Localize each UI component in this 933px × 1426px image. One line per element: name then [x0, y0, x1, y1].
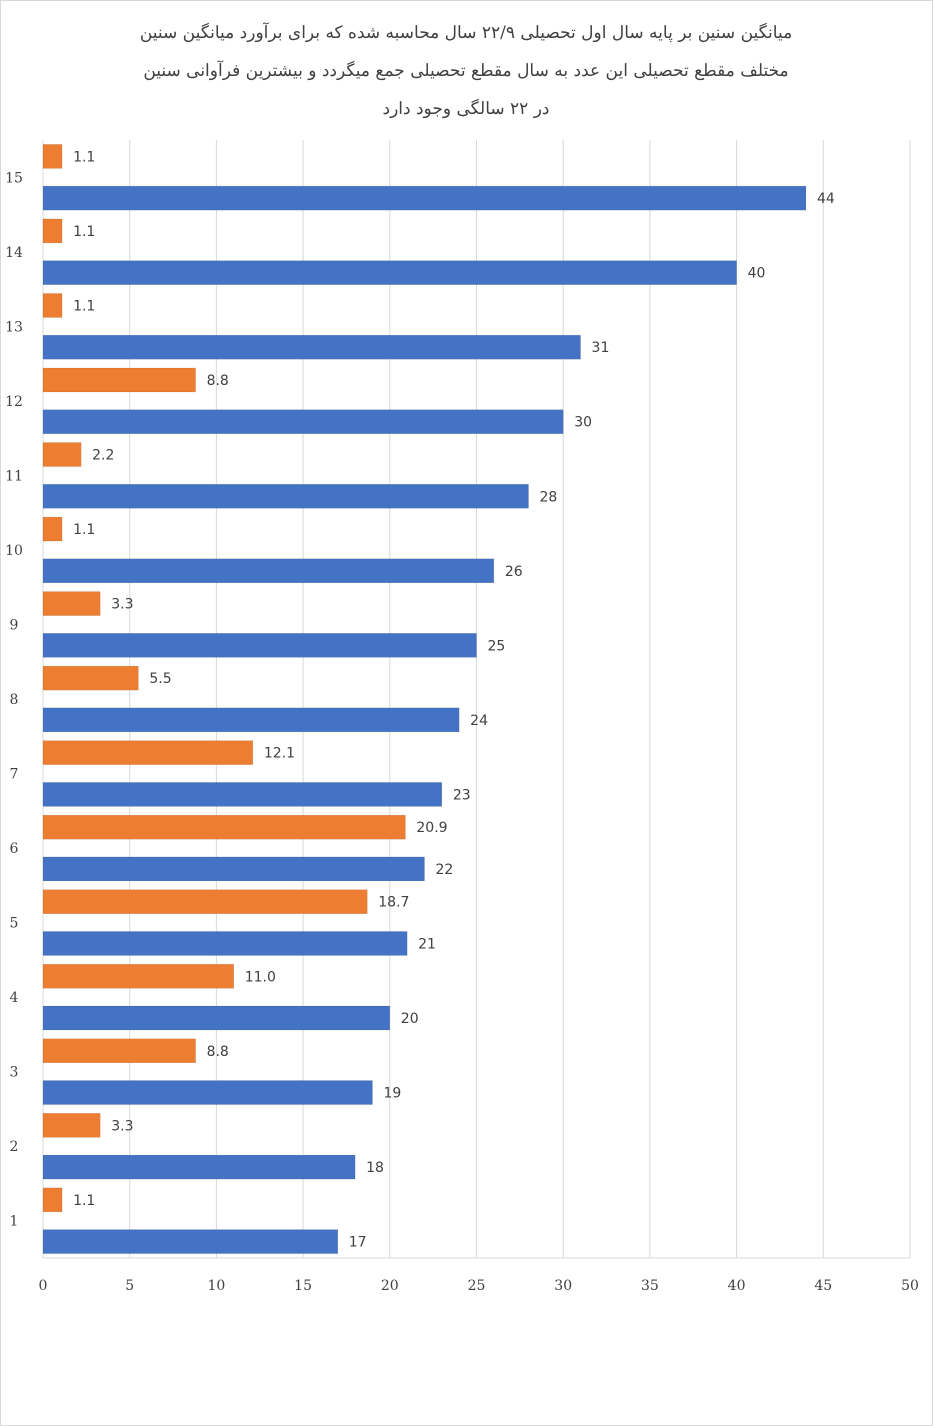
- bar-blue: [42, 856, 425, 882]
- y-tick-label: 11: [5, 468, 23, 484]
- bar-orange: [42, 144, 63, 169]
- bar-blue: [42, 633, 477, 658]
- data-label: 22: [435, 862, 453, 878]
- data-label: 31: [592, 340, 610, 356]
- x-tick-label: 15: [294, 1278, 312, 1294]
- y-tick-label: 15: [5, 170, 23, 186]
- bar-orange: [42, 740, 254, 765]
- bar-blue: [42, 484, 529, 509]
- chart-title-line-2: مختلف مقطع تحصیلی این عدد به سال مقطع تح…: [143, 61, 789, 81]
- bar-orange: [42, 889, 368, 914]
- bar-blue: [42, 185, 807, 211]
- data-label: 1.1: [73, 298, 95, 314]
- data-label: 1.1: [73, 224, 95, 240]
- bar-orange: [42, 665, 139, 691]
- y-tick-label: 1: [10, 1214, 19, 1230]
- bar-orange: [42, 293, 63, 318]
- data-label: 3.3: [111, 1118, 133, 1134]
- x-tick-label: 20: [381, 1278, 399, 1294]
- bar-orange: [42, 814, 406, 840]
- bar-blue: [42, 1154, 356, 1180]
- y-tick-label: 4: [10, 990, 19, 1006]
- bar-orange: [42, 367, 196, 393]
- data-label: 17: [349, 1235, 367, 1251]
- x-tick-label: 35: [641, 1278, 659, 1294]
- data-label: 8.8: [207, 1044, 229, 1060]
- data-label: 23: [453, 787, 471, 803]
- data-label: 19: [383, 1086, 401, 1102]
- y-tick-label: 10: [5, 543, 23, 559]
- x-tick-label: 40: [728, 1278, 746, 1294]
- bar-blue: [42, 1229, 339, 1254]
- y-tick-label: 5: [10, 916, 19, 932]
- data-label: 25: [488, 638, 506, 654]
- data-label: 3.3: [111, 597, 133, 613]
- bar-blue: [42, 558, 495, 584]
- bar-blue: [42, 334, 581, 360]
- bar-orange: [42, 964, 234, 989]
- chart-title-line-1: میانگین سنین بر پایه سال اول تحصیلی ۲۲/۹…: [139, 23, 793, 43]
- x-tick-label: 45: [814, 1278, 832, 1294]
- data-label: 20.9: [416, 820, 447, 836]
- y-tick-label: 9: [10, 617, 19, 633]
- data-label: 1.1: [73, 149, 95, 165]
- x-tick-label: 5: [125, 1278, 134, 1294]
- y-tick-label: 14: [5, 245, 23, 261]
- data-label: 5.5: [149, 671, 171, 687]
- y-tick-label: 7: [10, 767, 19, 783]
- data-label: 1.1: [73, 1193, 95, 1209]
- data-label: 8.8: [207, 373, 229, 389]
- y-tick-label: 3: [10, 1065, 19, 1081]
- data-label: 2.2: [92, 448, 114, 464]
- data-label: 21: [418, 936, 436, 952]
- y-tick-label: 6: [10, 841, 19, 857]
- data-label: 28: [540, 489, 558, 505]
- data-label: 30: [574, 415, 592, 431]
- data-label: 40: [748, 266, 766, 282]
- data-label: 44: [817, 191, 835, 207]
- bar-blue: [42, 931, 408, 956]
- bar-orange: [42, 1038, 196, 1064]
- y-tick-label: 13: [5, 319, 23, 335]
- x-tick-label: 10: [207, 1278, 225, 1294]
- bar-blue: [42, 1080, 373, 1105]
- data-label: 24: [470, 713, 488, 729]
- bar-blue: [42, 260, 737, 285]
- x-tick-label: 0: [39, 1278, 48, 1294]
- bar-orange: [42, 218, 63, 244]
- data-label: 1.1: [73, 522, 95, 538]
- bar-orange: [42, 442, 82, 467]
- data-label: 12.1: [264, 746, 295, 762]
- bar-blue: [42, 1005, 391, 1031]
- bar-blue: [42, 782, 443, 807]
- bar-orange: [42, 516, 63, 542]
- y-tick-label: 2: [10, 1139, 19, 1155]
- x-tick-label: 25: [468, 1278, 486, 1294]
- bar-blue: [42, 409, 564, 434]
- x-tick-label: 30: [554, 1278, 572, 1294]
- data-label: 26: [505, 564, 523, 580]
- data-label: 20: [401, 1011, 419, 1027]
- bar-orange: [42, 1113, 101, 1138]
- chart-title-line-3: در ۲۲ سالگی وجود دارد: [382, 99, 550, 119]
- data-label: 18: [366, 1160, 384, 1176]
- y-tick-label: 12: [5, 394, 23, 410]
- bar-orange: [42, 591, 101, 616]
- data-label: 18.7: [378, 895, 409, 911]
- bar-orange: [42, 1187, 63, 1213]
- data-label: 11.0: [245, 969, 276, 985]
- x-tick-label: 50: [901, 1278, 919, 1294]
- bar-blue: [42, 707, 460, 733]
- y-tick-label: 8: [10, 692, 19, 708]
